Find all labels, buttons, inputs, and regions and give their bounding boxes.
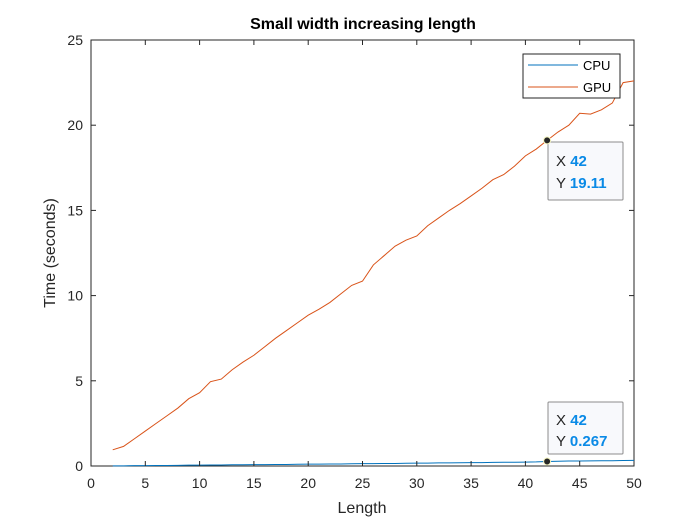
datatip-gpu-y-label: Y <box>556 175 566 192</box>
svg-text:Y 19.11: Y 19.11 <box>556 175 607 192</box>
x-tick-label: 40 <box>518 475 534 491</box>
x-tick-label: 5 <box>141 475 149 491</box>
y-tick-label: 10 <box>67 288 83 304</box>
datatip-cpu-box <box>547 401 624 455</box>
datatip-gpu-x-value: 42 <box>570 153 587 170</box>
svg-text:Y 0.267: Y 0.267 <box>556 433 607 450</box>
legend-label-cpu: CPU <box>583 58 610 73</box>
datatip-cpu-x-label: X <box>556 412 566 429</box>
datatip-marker-gpu[interactable] <box>543 136 552 145</box>
y-tick-label: 20 <box>67 117 83 133</box>
datatip-gpu[interactable]: X 42 Y 19.11 <box>547 141 624 201</box>
y-tick-label: 0 <box>75 458 83 474</box>
svg-text:X 42: X 42 <box>556 412 587 429</box>
svg-text:X 42: X 42 <box>556 153 587 170</box>
x-tick-label: 45 <box>572 475 588 491</box>
y-axis-ticks: 0 5 10 15 20 25 <box>67 32 634 474</box>
x-tick-label: 20 <box>300 475 316 491</box>
datatip-cpu[interactable]: X 42 Y 0.267 <box>547 401 624 455</box>
datatip-marker-cpu[interactable] <box>543 457 552 466</box>
y-axis-label: Time (seconds) <box>42 198 59 308</box>
datatip-gpu-box <box>547 141 624 201</box>
datatip-gpu-x-label: X <box>556 153 566 170</box>
datatip-gpu-y-value: 19.11 <box>570 175 607 192</box>
datatip-cpu-y-label: Y <box>556 433 566 450</box>
y-tick-label: 5 <box>75 373 83 389</box>
datatip-markers <box>543 136 552 466</box>
x-tick-label: 30 <box>409 475 425 491</box>
y-tick-label: 25 <box>67 32 83 48</box>
x-tick-label: 25 <box>355 475 371 491</box>
x-tick-label: 50 <box>626 475 642 491</box>
x-tick-label: 10 <box>192 475 208 491</box>
datatip-cpu-y-value: 0.267 <box>570 433 608 450</box>
x-axis-ticks: 0 5 10 15 20 25 30 35 40 45 50 <box>87 40 642 491</box>
x-axis-label: Length <box>338 500 387 517</box>
x-tick-label: 15 <box>246 475 262 491</box>
chart-title: Small width increasing length <box>250 16 476 33</box>
legend-box <box>522 53 621 99</box>
legend: CPU GPU <box>522 53 621 99</box>
legend-label-gpu: GPU <box>583 80 611 95</box>
axes-box <box>90 39 635 467</box>
x-tick-label: 35 <box>463 475 479 491</box>
datatip-cpu-x-value: 42 <box>570 412 587 429</box>
x-tick-label: 0 <box>87 475 95 491</box>
y-tick-label: 15 <box>67 202 83 218</box>
